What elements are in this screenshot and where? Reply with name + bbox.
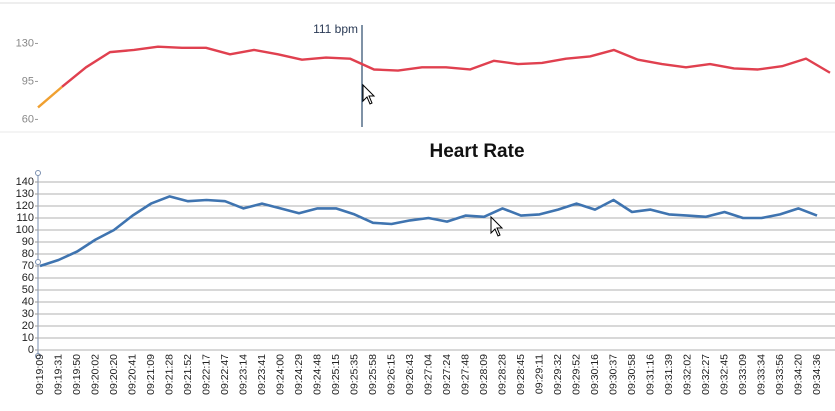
x-tick-label: 09:32:02 [681,354,693,395]
x-tick-label: 09:28:28 [496,354,508,395]
handle [35,353,41,359]
x-tick-label: 09:32:45 [718,354,730,395]
x-tick-label: 09:25:58 [367,354,379,395]
y-tick-label: 60 [22,272,34,284]
x-tick-label: 09:27:04 [422,354,434,395]
x-tick-label: 09:19:50 [71,354,83,395]
x-tick-label: 09:24:29 [293,354,305,395]
x-tick-label: 09:22:47 [219,354,231,395]
y-tick-label: 95 [22,75,34,87]
x-tick-label: 09:28:45 [515,354,527,395]
handle [35,170,41,176]
chart-title: Heart Rate [429,141,524,162]
data-line [39,195,818,268]
x-tick-label: 09:29:11 [533,354,545,394]
x-tick-label: 09:22:17 [200,354,212,395]
mouse-cursor [362,83,376,105]
x-tick-label: 09:31:16 [644,354,656,395]
x-tick-label: 09:20:02 [89,354,101,395]
y-tick-label: 30 [22,308,34,320]
y-tick-label: 70 [22,260,34,272]
x-tick-label: 09:20:20 [108,354,120,395]
x-tick-label: 09:23:41 [256,354,268,395]
x-tick-label: 09:25:15 [330,354,342,395]
x-tick-label: 09:34:20 [792,354,804,395]
x-tick-label: 09:19:31 [52,354,64,395]
y-tick-label: 50 [22,284,34,296]
y-tick-label: 10 [22,332,34,344]
y-tick-label: 140 [16,176,34,188]
x-tick-label: 09:21:09 [145,354,157,395]
x-tick-label: 09:29:32 [552,354,564,395]
y-tick-label: 100 [16,224,34,236]
x-tick-label: 09:27:48 [459,354,471,395]
y-tick-label: 130 [16,188,34,200]
x-tick-label: 09:21:28 [163,354,175,395]
y-tick-label: 0 [28,344,34,356]
x-tick-label: 09:25:35 [348,354,360,395]
x-tick-label: 09:23:14 [237,354,249,395]
data-line [37,85,63,109]
data-line [61,45,831,88]
x-tick-label: 09:34:36 [811,354,823,395]
x-tick-label: 09:30:58 [626,354,638,395]
mouse-cursor [490,215,504,237]
x-tick-label: 09:33:56 [774,354,786,395]
y-tick-label: 110 [16,212,34,224]
x-tick-label: 09:19:09 [34,354,46,395]
x-tick-label: 09:26:43 [404,354,416,395]
y-tick-label: 40 [22,296,34,308]
x-tick-label: 09:33:34 [755,354,767,395]
cursor-annotation: 111 bpm [313,22,358,36]
x-tick-label: 09:24:00 [274,354,286,395]
x-tick-label: 09:26:15 [385,354,397,395]
y-tick-label: 120 [16,200,34,212]
x-tick-label: 09:30:37 [607,354,619,395]
y-tick-label: 80 [22,248,34,260]
x-tick-label: 09:30:16 [589,354,601,395]
x-tick-label: 09:24:48 [311,354,323,395]
x-tick-label: 09:32:27 [700,354,712,395]
y-tick-label: 20 [22,320,34,332]
x-tick-label: 09:20:41 [126,354,138,395]
x-tick-label: 09:29:52 [570,354,582,395]
x-tick-label: 09:31:39 [663,354,675,395]
handle [35,259,41,265]
x-tick-label: 09:21:52 [182,354,194,395]
y-tick-label: 90 [22,236,34,248]
x-tick-label: 09:27:24 [441,354,453,395]
x-tick-label: 09:33:09 [737,354,749,395]
y-tick-label: 60 [22,113,34,125]
x-tick-label: 09:28:09 [478,354,490,395]
y-tick-label: 130 [16,37,34,49]
